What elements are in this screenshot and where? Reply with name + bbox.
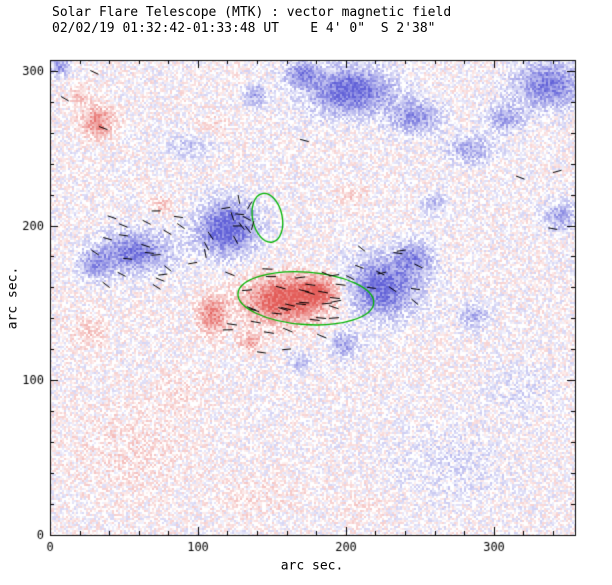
y-axis-label: arc sec. xyxy=(5,266,21,330)
x-axis-label: arc sec. xyxy=(280,558,344,574)
chart-title: Solar Flare Telescope (MTK) : vector mag… xyxy=(52,5,452,20)
chart-subtitle: 02/02/19 01:32:42-01:33:48 UT E 4' 0" S … xyxy=(52,21,436,36)
